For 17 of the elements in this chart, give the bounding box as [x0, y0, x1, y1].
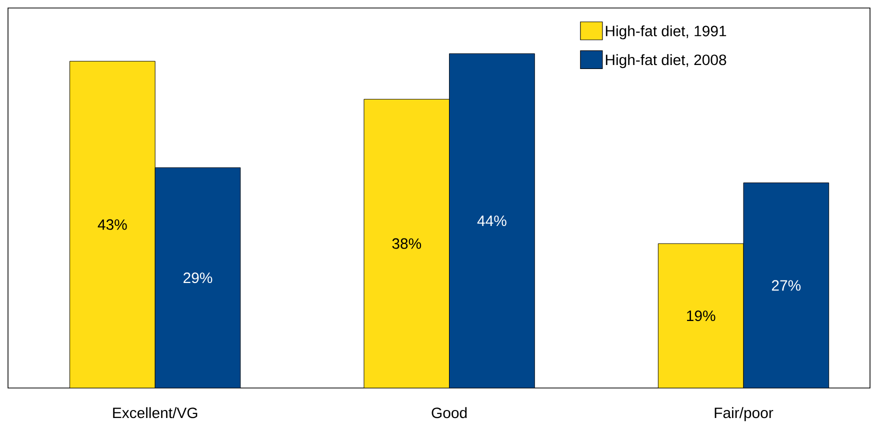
data-label: 44% [477, 216, 506, 226]
legend-label: High-fat diet, 2008 [606, 54, 726, 68]
bar [70, 60, 156, 388]
bar [364, 98, 450, 388]
x-tick-label: Excellent/VG [113, 407, 198, 418]
bar [449, 53, 535, 388]
bar [658, 243, 744, 388]
data-label: 43% [98, 219, 127, 230]
data-label: 29% [184, 272, 212, 284]
data-label: 27% [772, 280, 801, 291]
data-label: 19% [687, 310, 716, 322]
x-tick-label: Good [432, 407, 467, 418]
x-tick-label: Fair/poor [714, 407, 774, 422]
bar [154, 167, 241, 388]
data-label: 38% [392, 238, 422, 249]
bar [743, 182, 830, 388]
legend-label: High-fat diet, 1991 [606, 25, 726, 40]
